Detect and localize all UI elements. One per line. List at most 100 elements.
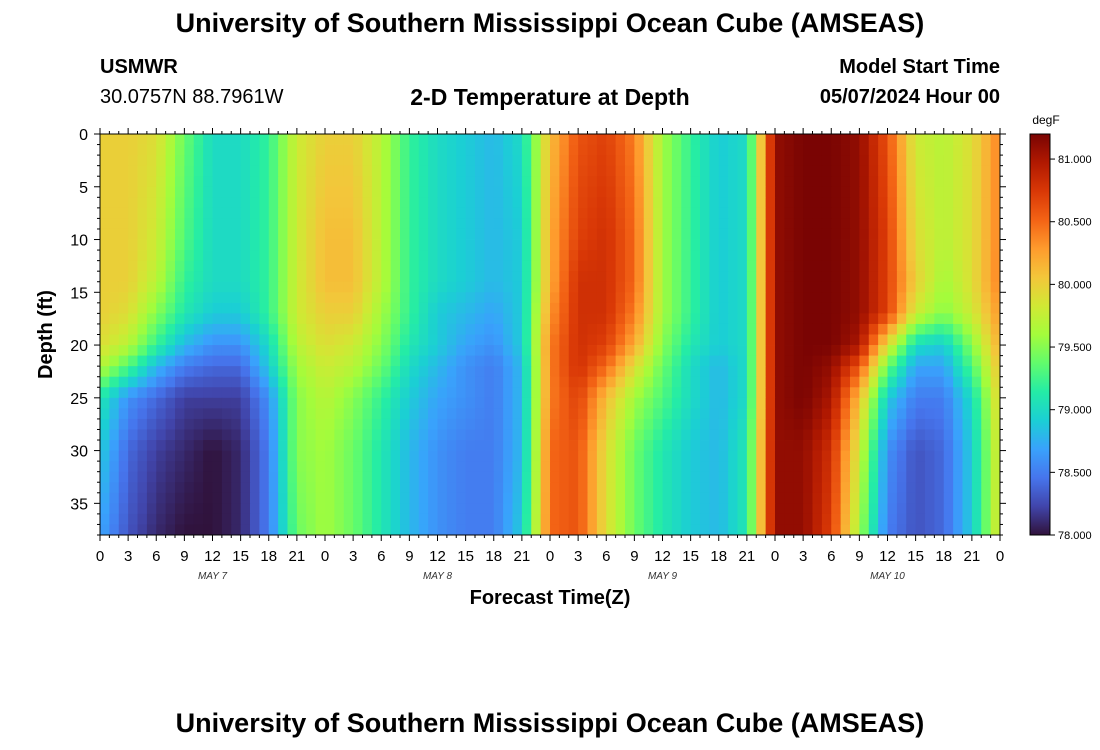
heatmap-cell [156, 492, 167, 504]
heatmap-cell [540, 313, 551, 325]
heatmap-cell [128, 197, 138, 209]
heatmap-cell [531, 155, 542, 167]
heatmap-cell [118, 524, 129, 536]
heatmap-cell [193, 197, 204, 209]
heatmap-cell [428, 387, 438, 399]
x-tick-label: 12 [429, 548, 446, 565]
heatmap-cell [212, 144, 223, 156]
heatmap-cell [250, 134, 260, 145]
heatmap-cell [831, 387, 842, 399]
heatmap-cell [878, 366, 888, 378]
heatmap-cell [793, 334, 804, 346]
heatmap-cell [465, 271, 476, 283]
heatmap-cell [193, 513, 204, 525]
heatmap-cell [737, 218, 748, 230]
heatmap-cell [625, 144, 635, 156]
heatmap-cell [268, 366, 279, 378]
heatmap-cell [662, 366, 673, 378]
heatmap-cell [296, 387, 307, 399]
heatmap-cell [250, 271, 260, 283]
heatmap-cell [128, 134, 138, 145]
heatmap-cell [268, 355, 279, 367]
heatmap-cell [325, 165, 335, 177]
heatmap-cell [709, 440, 720, 451]
heatmap-cell [521, 429, 532, 441]
heatmap-cell [840, 492, 851, 504]
heatmap-cell [259, 345, 270, 356]
heatmap-cell [653, 440, 663, 451]
heatmap-cell [981, 186, 992, 198]
heatmap-cell [868, 503, 879, 515]
heatmap-cell [653, 281, 663, 293]
heatmap-cell [418, 503, 429, 515]
heatmap-cell [606, 397, 617, 409]
heatmap-cell [165, 134, 176, 145]
heatmap-cell [700, 176, 710, 188]
heatmap-cell [737, 440, 748, 451]
heatmap-cell [559, 482, 570, 494]
heatmap-cell [578, 387, 588, 399]
heatmap-cell [100, 218, 110, 230]
heatmap-cell [953, 408, 963, 420]
heatmap-cell [718, 260, 729, 272]
heatmap-cell [325, 513, 335, 525]
heatmap-cell [250, 155, 260, 167]
heatmap-cell [540, 355, 551, 367]
heatmap-cell [446, 239, 457, 251]
heatmap-cell [746, 207, 757, 219]
x-axis-label: Forecast Time(Z) [470, 587, 631, 609]
heatmap-cell [231, 186, 242, 198]
heatmap-cell [821, 513, 832, 525]
heatmap-cell [559, 165, 570, 177]
heatmap-cell [240, 250, 251, 262]
heatmap-cell [784, 186, 795, 198]
heatmap-cell [718, 207, 729, 219]
heatmap-cell [296, 355, 307, 367]
heatmap-cell [371, 218, 382, 230]
heatmap-cell [156, 408, 167, 420]
heatmap-cell [400, 313, 410, 325]
heatmap-cell [990, 271, 1001, 283]
heatmap-cell [887, 134, 898, 145]
heatmap-cell [690, 218, 701, 230]
heatmap-cell [559, 503, 570, 515]
heatmap-cell [343, 450, 354, 462]
heatmap-cell [381, 144, 392, 156]
heatmap-cell [456, 197, 467, 209]
heatmap-cell [390, 408, 401, 420]
heatmap-cell [803, 302, 813, 314]
heatmap-cell [859, 524, 870, 536]
heatmap-cell [709, 165, 720, 177]
heatmap-cell [306, 292, 317, 304]
heatmap-cell [821, 323, 832, 335]
heatmap-cell [400, 176, 410, 188]
heatmap-cell [540, 492, 551, 504]
heatmap-cell [175, 397, 185, 409]
heatmap-cell [296, 334, 307, 346]
heatmap-cell [887, 218, 898, 230]
heatmap-cell [418, 387, 429, 399]
heatmap-cell [700, 471, 710, 483]
heatmap-cell [756, 228, 767, 240]
heatmap-cell [887, 387, 898, 399]
heatmap-cell [306, 134, 317, 145]
heatmap-cell [709, 503, 720, 515]
heatmap-cell [615, 260, 626, 272]
heatmap-cell [156, 228, 167, 240]
heatmap-cell [503, 524, 513, 536]
heatmap-cell [700, 239, 710, 251]
heatmap-cell [109, 450, 120, 462]
heatmap-cell [118, 408, 129, 420]
heatmap-cell [681, 429, 692, 441]
heatmap-cell [315, 366, 326, 378]
heatmap-cell [765, 292, 776, 304]
heatmap-cell [503, 387, 513, 399]
heatmap-cell [737, 429, 748, 441]
heatmap-cell [615, 228, 626, 240]
heatmap-cell [765, 461, 776, 473]
heatmap-cell [250, 376, 260, 388]
heatmap-cell [765, 271, 776, 283]
heatmap-cell [812, 281, 823, 293]
heatmap-cell [381, 513, 392, 525]
heatmap-cell [175, 165, 185, 177]
